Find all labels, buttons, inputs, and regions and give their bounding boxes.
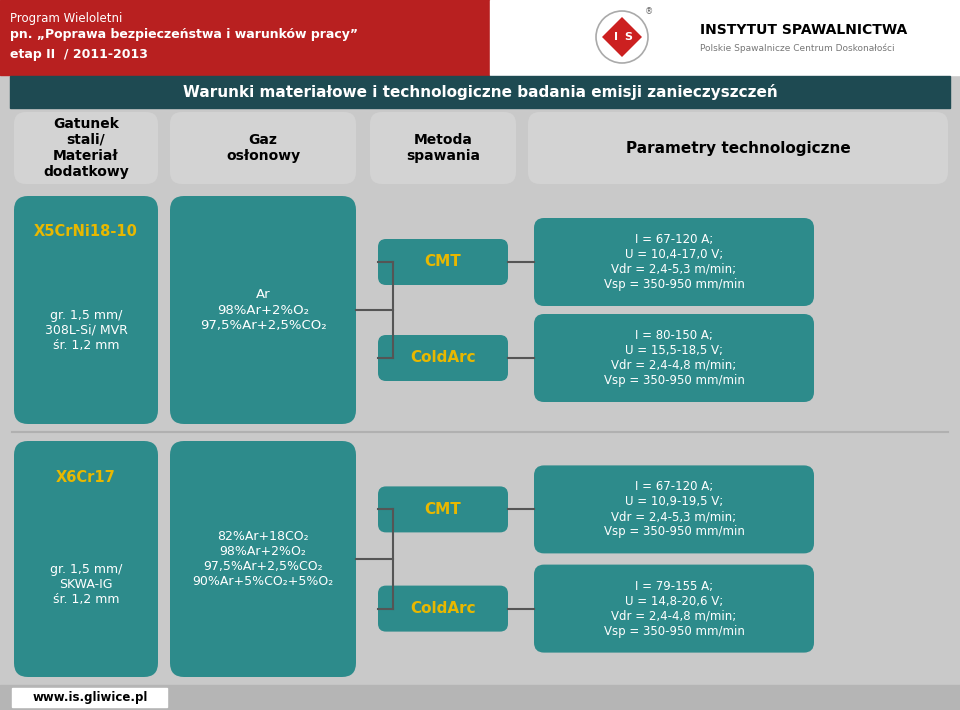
FancyBboxPatch shape bbox=[14, 112, 158, 184]
FancyBboxPatch shape bbox=[170, 441, 356, 677]
FancyBboxPatch shape bbox=[170, 112, 356, 184]
Text: Warunki materiałowe i technologiczne badania emisji zanieczyszczeń: Warunki materiałowe i technologiczne bad… bbox=[182, 84, 778, 100]
Text: Ar
98%Ar+2%O₂
97,5%Ar+2,5%CO₂: Ar 98%Ar+2%O₂ 97,5%Ar+2,5%CO₂ bbox=[200, 288, 326, 332]
FancyBboxPatch shape bbox=[14, 196, 158, 424]
FancyBboxPatch shape bbox=[534, 218, 814, 306]
Bar bbox=[10, 76, 950, 108]
Text: X6Cr17: X6Cr17 bbox=[56, 469, 116, 484]
Bar bbox=[10, 108, 950, 680]
Text: etap II  / 2011-2013: etap II / 2011-2013 bbox=[10, 48, 148, 61]
FancyBboxPatch shape bbox=[370, 112, 516, 184]
Text: I: I bbox=[614, 32, 618, 42]
Text: Polskie Spawalnicze Centrum Doskonałości: Polskie Spawalnicze Centrum Doskonałości bbox=[700, 43, 895, 53]
FancyBboxPatch shape bbox=[534, 465, 814, 553]
FancyBboxPatch shape bbox=[528, 112, 948, 184]
Bar bbox=[12, 688, 167, 707]
Text: ColdArc: ColdArc bbox=[410, 601, 476, 616]
Text: Gatunek
stali/
Materiał
dodatkowy: Gatunek stali/ Materiał dodatkowy bbox=[43, 116, 129, 180]
Text: CMT: CMT bbox=[424, 502, 462, 517]
Text: gr. 1,5 mm/
SKWA-IG
śr. 1,2 mm: gr. 1,5 mm/ SKWA-IG śr. 1,2 mm bbox=[50, 562, 122, 606]
FancyBboxPatch shape bbox=[378, 335, 508, 381]
Polygon shape bbox=[602, 17, 642, 57]
Text: X5CrNi18-10: X5CrNi18-10 bbox=[34, 224, 138, 239]
FancyBboxPatch shape bbox=[14, 441, 158, 677]
FancyBboxPatch shape bbox=[378, 239, 508, 285]
Bar bbox=[0, 685, 960, 710]
Text: Metoda
spawania: Metoda spawania bbox=[406, 133, 480, 163]
Text: 82%Ar+18CO₂
98%Ar+2%O₂
97,5%Ar+2,5%CO₂
90%Ar+5%CO₂+5%O₂: 82%Ar+18CO₂ 98%Ar+2%O₂ 97,5%Ar+2,5%CO₂ 9… bbox=[192, 530, 334, 588]
FancyBboxPatch shape bbox=[170, 196, 356, 424]
Text: ColdArc: ColdArc bbox=[410, 351, 476, 366]
Bar bbox=[0, 0, 490, 75]
Text: www.is.gliwice.pl: www.is.gliwice.pl bbox=[33, 691, 148, 704]
FancyBboxPatch shape bbox=[534, 314, 814, 402]
Text: I = 80-150 A;
U = 15,5-18,5 V;
Vdr = 2,4-4,8 m/min;
Vsp = 350-950 mm/min: I = 80-150 A; U = 15,5-18,5 V; Vdr = 2,4… bbox=[604, 329, 744, 387]
Text: INSTYTUT SPAWALNICTWA: INSTYTUT SPAWALNICTWA bbox=[700, 23, 907, 37]
Text: ®: ® bbox=[645, 8, 653, 16]
Text: I = 67-120 A;
U = 10,9-19,5 V;
Vdr = 2,4-5,3 m/min;
Vsp = 350-950 mm/min: I = 67-120 A; U = 10,9-19,5 V; Vdr = 2,4… bbox=[604, 481, 744, 538]
Text: S: S bbox=[624, 32, 632, 42]
Text: I = 79-155 A;
U = 14,8-20,6 V;
Vdr = 2,4-4,8 m/min;
Vsp = 350-950 mm/min: I = 79-155 A; U = 14,8-20,6 V; Vdr = 2,4… bbox=[604, 579, 744, 638]
Text: Parametry technologiczne: Parametry technologiczne bbox=[626, 141, 851, 155]
Text: Program Wieloletni: Program Wieloletni bbox=[10, 12, 122, 25]
Text: I = 67-120 A;
U = 10,4-17,0 V;
Vdr = 2,4-5,3 m/min;
Vsp = 350-950 mm/min: I = 67-120 A; U = 10,4-17,0 V; Vdr = 2,4… bbox=[604, 233, 744, 291]
FancyBboxPatch shape bbox=[378, 486, 508, 532]
Text: pn. „Poprawa bezpieczeństwa i warunków pracy”: pn. „Poprawa bezpieczeństwa i warunków p… bbox=[10, 28, 358, 41]
FancyBboxPatch shape bbox=[378, 586, 508, 632]
Bar bbox=[490, 0, 960, 75]
Text: CMT: CMT bbox=[424, 254, 462, 270]
FancyBboxPatch shape bbox=[534, 564, 814, 652]
Text: gr. 1,5 mm/
308L-Si/ MVR
śr. 1,2 mm: gr. 1,5 mm/ 308L-Si/ MVR śr. 1,2 mm bbox=[44, 309, 128, 351]
Text: Gaz
osłonowy: Gaz osłonowy bbox=[226, 133, 300, 163]
